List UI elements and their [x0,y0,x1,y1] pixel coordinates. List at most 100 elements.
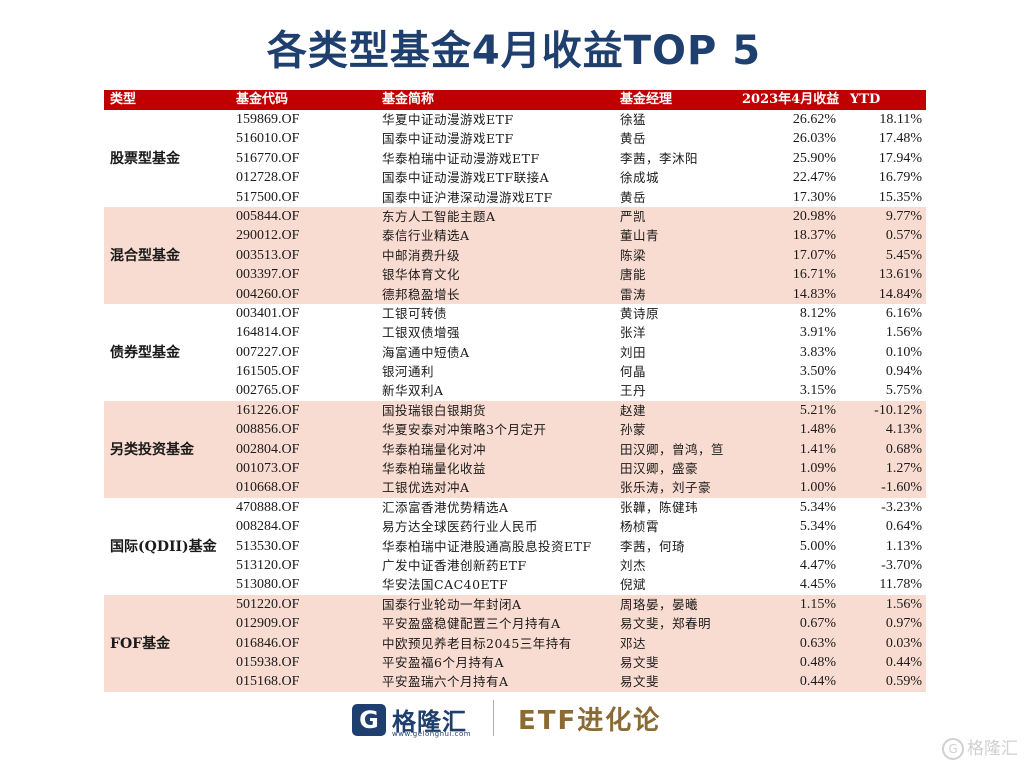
fund-code: 159869.OF [236,112,300,127]
fund-manager: 刘杰 [620,557,647,573]
fund-code: 005844.OF [236,208,300,224]
april-return: 3.83% [799,344,836,360]
brand-name: ETF进化论 [518,706,662,736]
table-row: 470888.OF 汇添富香港优势精选A 张韡，陈健玮 5.34% -3.23% [222,498,926,517]
table-row: 005844.OF 东方人工智能主题A 严凯 20.98% 9.77% [222,207,926,226]
ytd-return: 0.57% [885,228,922,244]
table-row: 513080.OF 华安法国CAC40ETF 倪斌 4.45% 11.78% [222,575,926,594]
ytd-return: 1.56% [885,325,922,341]
fund-manager: 易文斐，郑春明 [620,616,712,632]
april-return: 8.12% [799,305,836,321]
fund-name: 德邦稳盈增长 [382,286,461,302]
watermark-text: 格隆汇 [967,739,1018,759]
fund-manager: 黄岳 [620,189,647,205]
fund-name: 平安盈盛稳健配置三个月持有A [382,616,561,632]
fund-table: 类型 基金代码 基金简称 基金经理 2023年4月收益 YTD 股票型基金 159… [104,90,926,692]
fund-manager: 孙蒙 [620,422,647,438]
ytd-return: 17.48% [878,131,922,147]
fund-code: 003513.OF [236,247,300,263]
table-row: 513530.OF 华泰柏瑞中证港股通高股息投资ETF 李茜，何琦 5.00% 1.13… [222,537,926,556]
ytd-return: -3.23% [881,499,922,515]
fund-name: 易方达全球医药行业人民币 [382,519,539,535]
fund-code: 004260.OF [236,286,300,302]
fund-manager: 易文斐 [620,674,660,690]
fund-manager: 刘田 [620,344,647,360]
fund-manager: 田汉卿，盛豪 [620,461,699,477]
april-return: 0.67% [799,616,836,632]
april-return: 1.48% [799,422,836,438]
fund-code: 501220.OF [236,596,300,612]
fund-code: 012909.OF [236,616,300,632]
table-row: 517500.OF 国泰中证沪港深动漫游戏ETF 黄岳 17.30% 15.35% [222,188,926,207]
fund-name: 银河通利 [382,364,435,380]
table-row: 008856.OF 华夏安泰对冲策略3个月定开 孙蒙 1.48% 4.13% [222,420,926,439]
fund-manager: 杨桢霄 [620,519,660,535]
april-return: 5.34% [799,499,836,515]
ytd-return: -1.60% [881,480,922,496]
group-type-label: 另类投资基金 [110,442,194,459]
fund-name: 中欧预见养老目标2045三年持有 [382,635,572,651]
fund-name: 国泰中证沪港深动漫游戏ETF [382,189,553,205]
gelonghui-logo-icon: G [352,704,386,736]
april-return: 14.83% [792,286,836,302]
fund-code: 002804.OF [236,441,300,457]
table-row: 001073.OF 华泰柏瑞量化收益 田汉卿，盛豪 1.09% 1.27% [222,459,926,478]
fund-manager: 黄诗原 [620,305,660,321]
ytd-return: -3.70% [881,557,922,573]
table-row: 010668.OF 工银优选对冲A 张乐涛，刘子豪 1.00% -1.60% [222,478,926,497]
table-row: 290012.OF 泰信行业精选A 董山青 18.37% 0.57% [222,226,926,245]
april-return: 26.62% [792,112,836,127]
group-type-label: 混合型基金 [110,248,180,265]
header-ytd: YTD [850,92,881,107]
table-row: 003513.OF 中邮消费升级 陈梁 17.07% 5.45% [222,246,926,265]
table-row: 004260.OF 德邦稳盈增长 雷涛 14.83% 14.84% [222,285,926,304]
fund-name: 平安盈瑞六个月持有A [382,674,509,690]
table-row: 015168.OF 平安盈瑞六个月持有A 易文斐 0.44% 0.59% [222,672,926,691]
fund-name: 新华双利A [382,383,444,399]
table-row: 007227.OF 海富通中短债A 刘田 3.83% 0.10% [222,343,926,362]
ytd-return: 1.27% [885,461,922,477]
fund-manager: 倪斌 [620,577,647,593]
fund-manager: 徐猛 [620,112,647,127]
fund-group: FOF基金 501220.OF 国泰行业轮动一年封闭A 周珞晏，晏曦 1.15% 1.56… [104,594,926,692]
april-return: 1.00% [799,480,836,496]
ytd-return: 0.44% [885,654,922,670]
fund-code: 010668.OF [236,480,300,496]
ytd-return: 1.13% [885,538,922,554]
fund-name: 中邮消费升级 [382,247,461,263]
fund-manager: 李茜，李沐阳 [620,150,699,166]
april-return: 5.21% [799,402,836,418]
fund-manager: 陈梁 [620,247,647,263]
header-type: 类型 [110,92,137,107]
april-return: 0.48% [799,654,836,670]
fund-name: 广发中证香港创新药ETF [382,557,527,573]
fund-name: 泰信行业精选A [382,228,470,244]
table-row: 008284.OF 易方达全球医药行业人民币 杨桢霄 5.34% 0.64% [222,517,926,536]
group-type-label: 股票型基金 [110,151,180,168]
logo-name: 格隆汇 [392,708,467,736]
april-return: 5.00% [799,538,836,554]
footer: G 格隆汇 www.gelonghui.com ETF进化论 [0,696,1028,746]
logo-url: www.gelonghui.com [392,730,472,738]
fund-manager: 黄岳 [620,131,647,147]
group-type-label: 国际(QDII)基金 [110,539,217,556]
april-return: 3.15% [799,383,836,399]
april-return: 17.07% [792,247,836,263]
ytd-return: 11.78% [879,577,922,593]
ytd-return: 1.56% [885,596,922,612]
fund-manager: 周珞晏，晏曦 [620,596,699,612]
fund-manager: 张洋 [620,325,647,341]
fund-group: 股票型基金 159869.OF 华夏中证动漫游戏ETF 徐猛 26.62% 18.11% 5… [104,110,926,207]
fund-code: 161226.OF [236,402,300,418]
fund-code: 513080.OF [236,577,300,593]
fund-name: 国投瑞银白银期货 [382,402,487,418]
ytd-return: -10.12% [874,402,922,418]
fund-name: 华泰柏瑞量化收益 [382,461,487,477]
fund-code: 161505.OF [236,364,300,380]
table-row: 161505.OF 银河通利 何晶 3.50% 0.94% [222,362,926,381]
fund-name: 国泰中证动漫游戏ETF联接A [382,170,550,186]
fund-code: 003397.OF [236,267,300,283]
fund-manager: 严凯 [620,208,647,224]
table-row: 015938.OF 平安盈福6个月持有A 易文斐 0.48% 0.44% [222,653,926,672]
group-type-label: FOF基金 [110,636,171,653]
